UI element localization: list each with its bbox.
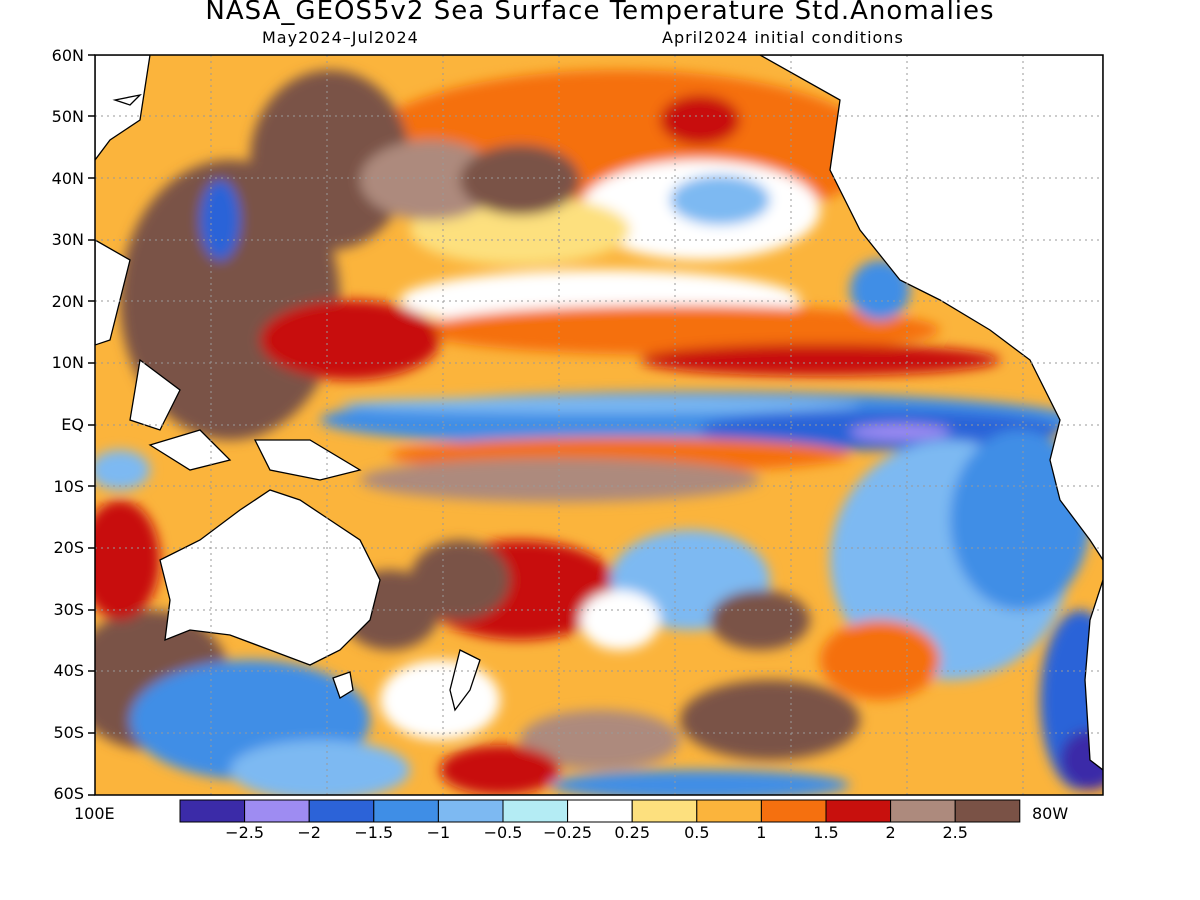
colorbar-label: −0.25 — [543, 823, 593, 842]
colorbar — [179, 799, 1021, 823]
colorbar-swatch — [308, 799, 375, 823]
colorbar-label: 0.25 — [614, 823, 650, 842]
colorbar-label: 1.5 — [813, 823, 839, 842]
lat-label-50n: 50N — [51, 107, 84, 126]
colorbar-swatch — [696, 799, 762, 823]
coastlines — [95, 55, 1103, 771]
colorbar-label: 1 — [756, 823, 767, 842]
lat-label-60n: 60N — [51, 46, 84, 65]
colorbar-swatch — [954, 799, 1021, 823]
lat-label-20s: 20S — [53, 538, 84, 557]
initial-conditions: April2024 initial conditions — [662, 28, 904, 47]
colorbar-swatch — [890, 799, 956, 823]
forecast-period: May2024–Jul2024 — [262, 28, 419, 47]
colorbar-swatch — [502, 799, 569, 823]
lat-label-30n: 30N — [51, 230, 84, 249]
lat-label-50s: 50S — [53, 723, 84, 742]
colorbar-label: −1.5 — [354, 823, 394, 842]
lat-label-10n: 10N — [51, 353, 84, 372]
lat-label-10s: 10S — [53, 477, 84, 496]
colorbar-swatch — [760, 799, 827, 823]
graticule — [95, 55, 1103, 795]
colorbar-swatch — [437, 799, 504, 823]
colorbar-swatch — [244, 799, 310, 823]
lat-label-20n: 20N — [51, 292, 84, 311]
colorbar-swatch — [631, 799, 698, 823]
colorbar-label: 2 — [885, 823, 896, 842]
colorbar-label: −1 — [426, 823, 451, 842]
anomaly-field — [95, 55, 1103, 795]
colorbar-label: −2 — [297, 823, 321, 842]
lat-label-40s: 40S — [53, 661, 84, 680]
lat-label-eq: EQ — [61, 415, 84, 434]
colorbar-swatch — [179, 799, 246, 823]
lat-label-60s: 60S — [53, 784, 84, 803]
colorbar-swatch — [825, 799, 892, 823]
colorbar-label: 0.5 — [684, 823, 710, 842]
lat-label-30s: 30S — [53, 600, 84, 619]
lon-label-east: 80W — [1032, 804, 1069, 823]
colorbar-swatch — [567, 799, 633, 823]
colorbar-label: −0.5 — [483, 823, 523, 842]
colorbar-swatch — [373, 799, 439, 823]
colorbar-label: −2.5 — [225, 823, 265, 842]
lat-ticks — [88, 54, 95, 796]
colorbar-label: 2.5 — [942, 823, 968, 842]
map-title: NASA_GEOS5v2 Sea Surface Temperature Std… — [205, 0, 995, 26]
lon-label-west: 100E — [74, 804, 115, 823]
lat-label-40n: 40N — [51, 169, 84, 188]
